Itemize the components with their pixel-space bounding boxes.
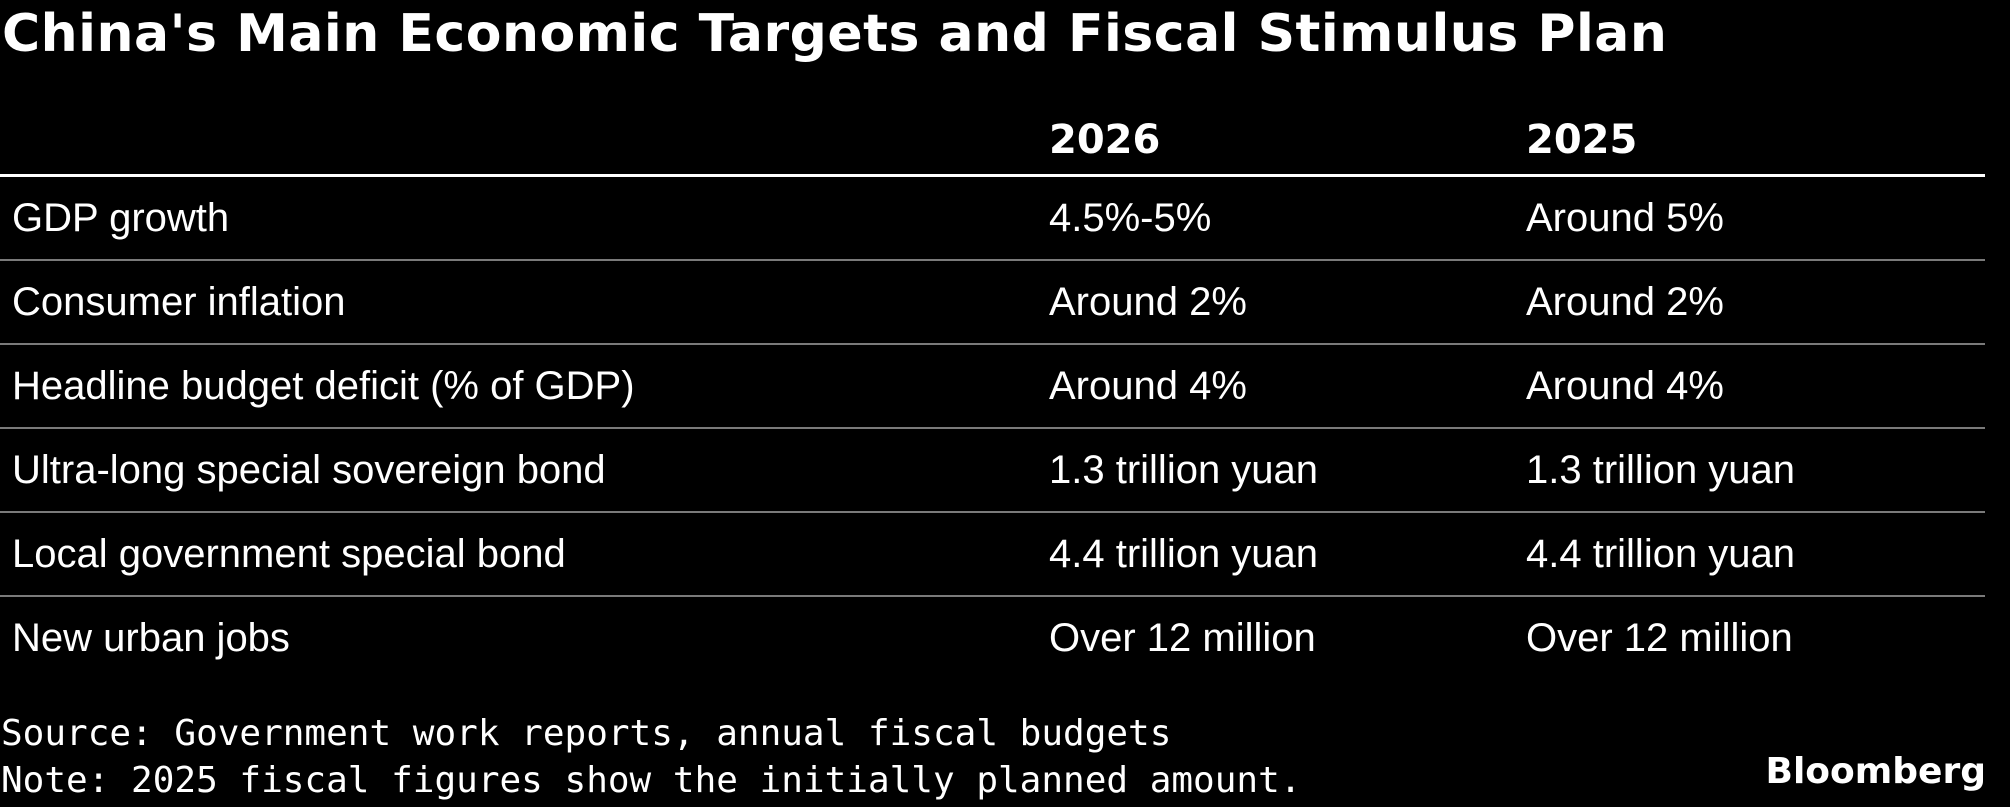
- source-note: Source: Government work reports, annual …: [1, 713, 1172, 754]
- cell-2025: Around 5%: [1526, 196, 1724, 240]
- cell-2025: 1.3 trillion yuan: [1526, 448, 1796, 492]
- row-label: Local government special bond: [12, 532, 566, 576]
- table-row: Consumer inflation Around 2% Around 2%: [0, 261, 1985, 345]
- column-header-2025: 2025: [1526, 117, 1638, 163]
- chart-footnotes: Source: Government work reports, annual …: [1, 710, 1301, 804]
- data-table: 2026 2025 GDP growth 4.5%-5% Around 5% C…: [0, 110, 1985, 679]
- row-label: Headline budget deficit (% of GDP): [12, 364, 635, 408]
- cell-2026: Around 2%: [1049, 280, 1247, 324]
- cell-2026: 4.4 trillion yuan: [1049, 532, 1319, 576]
- table-row: New urban jobs Over 12 million Over 12 m…: [0, 597, 1985, 679]
- footnote: Note: 2025 fiscal figures show the initi…: [1, 760, 1302, 801]
- cell-2026: 1.3 trillion yuan: [1049, 448, 1319, 492]
- column-header-2026: 2026: [1049, 117, 1161, 163]
- table-header-row: 2026 2025: [0, 110, 1985, 177]
- bloomberg-logo: Bloomberg: [1765, 751, 1986, 792]
- cell-2025: Around 4%: [1526, 364, 1724, 408]
- table-row: Headline budget deficit (% of GDP) Aroun…: [0, 345, 1985, 429]
- table-row: GDP growth 4.5%-5% Around 5%: [0, 177, 1985, 261]
- table-row: Ultra-long special sovereign bond 1.3 tr…: [0, 429, 1985, 513]
- cell-2026: 4.5%-5%: [1049, 196, 1212, 240]
- table-row: Local government special bond 4.4 trilli…: [0, 513, 1985, 597]
- row-label: Consumer inflation: [12, 280, 346, 324]
- row-label: New urban jobs: [12, 616, 290, 660]
- cell-2025: 4.4 trillion yuan: [1526, 532, 1796, 576]
- cell-2025: Around 2%: [1526, 280, 1724, 324]
- row-label: Ultra-long special sovereign bond: [12, 448, 606, 492]
- row-label: GDP growth: [12, 196, 230, 240]
- cell-2025: Over 12 million: [1526, 616, 1793, 660]
- cell-2026: Over 12 million: [1049, 616, 1316, 660]
- cell-2026: Around 4%: [1049, 364, 1247, 408]
- chart-title: China's Main Economic Targets and Fiscal…: [2, 4, 1668, 64]
